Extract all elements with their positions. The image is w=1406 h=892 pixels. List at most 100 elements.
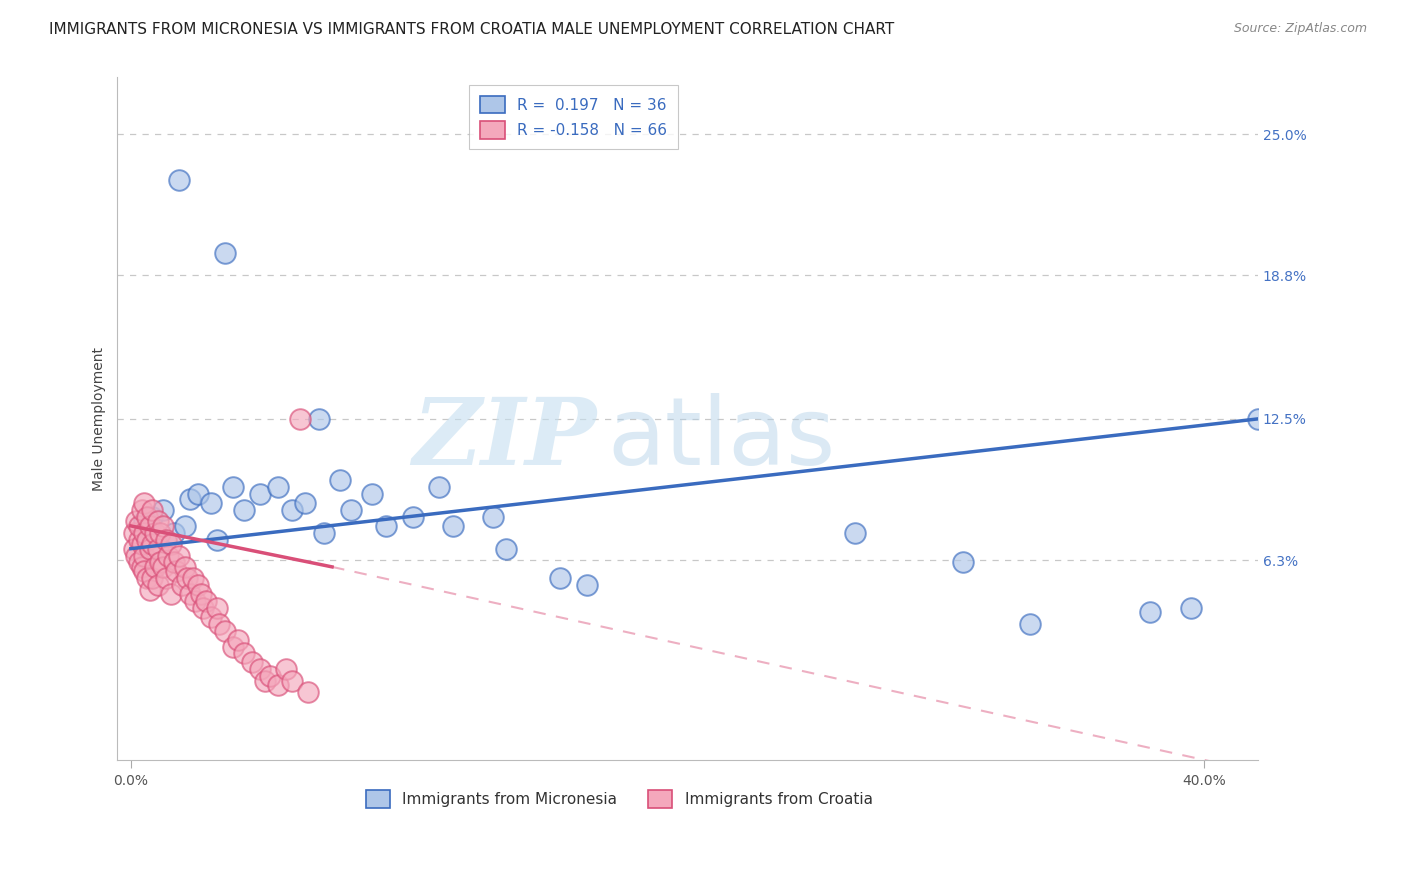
Point	[374, 519, 396, 533]
Point	[176, 571, 198, 585]
Point	[128, 533, 150, 547]
Point	[141, 571, 163, 585]
Point	[166, 565, 188, 579]
Point	[125, 549, 148, 563]
Point	[232, 503, 254, 517]
Point	[155, 533, 177, 547]
Point	[152, 503, 174, 517]
Point	[200, 496, 222, 510]
Point	[141, 537, 163, 551]
Point	[167, 549, 190, 563]
Point	[214, 624, 236, 638]
Text: atlas: atlas	[607, 393, 837, 485]
Point	[141, 509, 163, 524]
Point	[482, 509, 505, 524]
Point	[160, 587, 183, 601]
Point	[844, 525, 866, 540]
Point	[163, 555, 186, 569]
Point	[205, 600, 228, 615]
Point	[134, 525, 156, 540]
Point	[131, 560, 153, 574]
Point	[136, 509, 159, 524]
Point	[267, 480, 290, 494]
Point	[1018, 616, 1040, 631]
Point	[187, 487, 209, 501]
Point	[138, 582, 160, 597]
Text: IMMIGRANTS FROM MICRONESIA VS IMMIGRANTS FROM CROATIA MALE UNEMPLOYMENT CORRELAT: IMMIGRANTS FROM MICRONESIA VS IMMIGRANTS…	[49, 22, 894, 37]
Point	[232, 646, 254, 660]
Point	[200, 610, 222, 624]
Point	[222, 640, 245, 654]
Point	[952, 555, 974, 569]
Point	[214, 245, 236, 260]
Point	[136, 533, 159, 547]
Point	[149, 555, 172, 569]
Point	[249, 662, 271, 676]
Point	[128, 519, 150, 533]
Point	[495, 541, 517, 556]
Point	[155, 571, 177, 585]
Point	[157, 549, 180, 563]
Point	[167, 173, 190, 187]
Point	[152, 560, 174, 574]
Point	[179, 491, 201, 506]
Point	[134, 549, 156, 563]
Point	[160, 537, 183, 551]
Point	[125, 514, 148, 528]
Point	[134, 496, 156, 510]
Point	[281, 673, 304, 688]
Point	[134, 514, 156, 528]
Point	[190, 587, 212, 601]
Point	[181, 571, 204, 585]
Point	[170, 578, 193, 592]
Y-axis label: Male Unemployment: Male Unemployment	[93, 347, 107, 491]
Point	[288, 412, 311, 426]
Point	[222, 480, 245, 494]
Text: ZIP: ZIP	[412, 394, 596, 484]
Point	[146, 514, 169, 528]
Point	[193, 600, 215, 615]
Point	[294, 496, 316, 510]
Point	[136, 571, 159, 585]
Point	[340, 503, 363, 517]
Point	[134, 565, 156, 579]
Point	[173, 519, 195, 533]
Point	[131, 537, 153, 551]
Point	[308, 412, 330, 426]
Point	[143, 525, 166, 540]
Point	[253, 673, 276, 688]
Point	[548, 571, 571, 585]
Point	[361, 487, 384, 501]
Point	[205, 533, 228, 547]
Point	[329, 474, 352, 488]
Point	[194, 594, 217, 608]
Point	[441, 519, 464, 533]
Point	[297, 685, 319, 699]
Point	[163, 525, 186, 540]
Point	[575, 578, 598, 592]
Point	[138, 541, 160, 556]
Legend: Immigrants from Micronesia, Immigrants from Croatia: Immigrants from Micronesia, Immigrants f…	[360, 784, 879, 814]
Point	[146, 578, 169, 592]
Point	[401, 509, 423, 524]
Point	[184, 594, 207, 608]
Point	[259, 669, 281, 683]
Point	[149, 525, 172, 540]
Point	[429, 480, 451, 494]
Point	[276, 662, 298, 676]
Point	[249, 487, 271, 501]
Point	[187, 578, 209, 592]
Point	[143, 560, 166, 574]
Point	[131, 503, 153, 517]
Point	[122, 541, 145, 556]
Point	[152, 519, 174, 533]
Point	[1139, 606, 1161, 620]
Point	[146, 541, 169, 556]
Point	[208, 616, 231, 631]
Point	[141, 503, 163, 517]
Point	[1246, 412, 1268, 426]
Point	[267, 678, 290, 692]
Point	[281, 503, 304, 517]
Text: Source: ZipAtlas.com: Source: ZipAtlas.com	[1233, 22, 1367, 36]
Point	[312, 525, 335, 540]
